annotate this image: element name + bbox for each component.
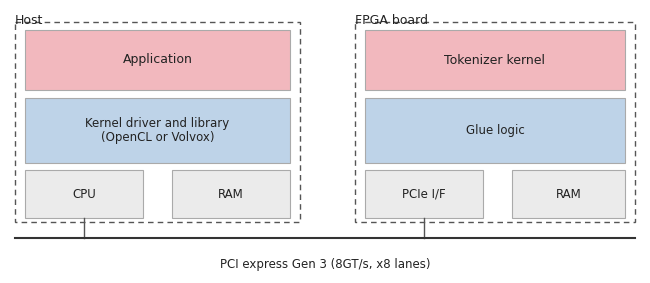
Text: FPGA board: FPGA board xyxy=(355,14,428,27)
Text: RAM: RAM xyxy=(556,188,581,200)
Bar xyxy=(365,98,625,163)
Text: Host: Host xyxy=(15,14,44,27)
Bar xyxy=(512,170,625,218)
Text: CPU: CPU xyxy=(72,188,96,200)
Text: RAM: RAM xyxy=(218,188,244,200)
Text: Glue logic: Glue logic xyxy=(465,124,525,137)
Text: Application: Application xyxy=(123,53,192,67)
Bar xyxy=(365,170,483,218)
Text: Tokenizer kernel: Tokenizer kernel xyxy=(445,53,545,67)
Bar xyxy=(15,22,300,222)
Text: PCI express Gen 3 (8GT/s, x8 lanes): PCI express Gen 3 (8GT/s, x8 lanes) xyxy=(220,258,430,271)
Bar xyxy=(25,30,290,90)
Bar xyxy=(25,170,143,218)
Bar xyxy=(25,98,290,163)
Text: Kernel driver and library
(OpenCL or Volvox): Kernel driver and library (OpenCL or Vol… xyxy=(85,117,229,145)
Bar xyxy=(172,170,290,218)
Text: PCIe I/F: PCIe I/F xyxy=(402,188,446,200)
Bar xyxy=(365,30,625,90)
Bar xyxy=(355,22,635,222)
